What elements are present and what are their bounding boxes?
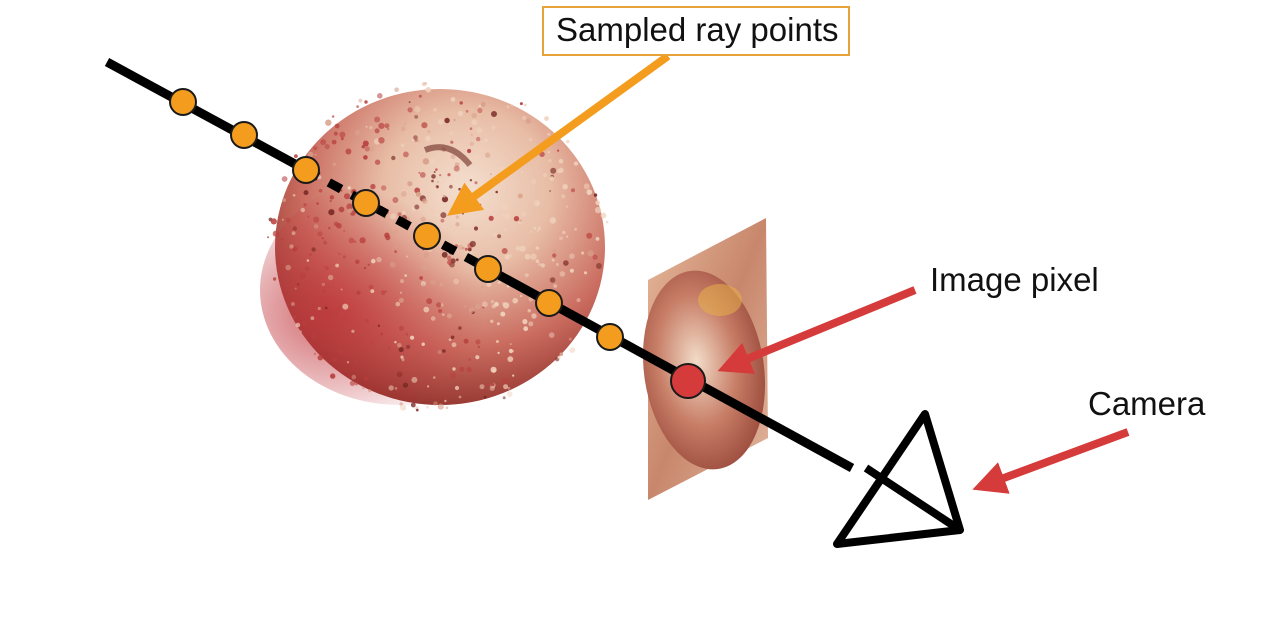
sample-point: [413, 222, 441, 250]
sample-point: [292, 156, 320, 184]
sample-point: [230, 121, 258, 149]
image-pixel-marker: [670, 363, 706, 399]
sample-point: [596, 323, 624, 351]
image-pixel-label: Image pixel: [930, 261, 1099, 298]
sample-point: [352, 189, 380, 217]
image-plane: [642, 218, 768, 500]
sample-point: [169, 88, 197, 116]
sampled-ray-points-label: Sampled ray points: [542, 6, 851, 56]
sample-point: [474, 255, 502, 283]
sample-point: [535, 289, 563, 317]
image-pixel-arrow: [717, 286, 917, 374]
camera-frustum: [833, 410, 964, 548]
sample-points: [169, 88, 624, 351]
camera-label: Camera: [1088, 385, 1206, 422]
camera-arrow: [972, 428, 1130, 494]
sampled-points-arrow: [447, 52, 671, 216]
apple-point-cloud: [260, 82, 609, 412]
